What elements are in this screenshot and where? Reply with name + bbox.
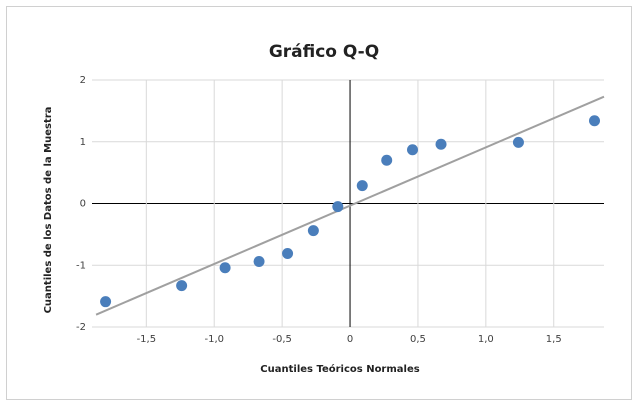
y-tick-label: 2 — [80, 75, 86, 86]
point — [407, 144, 419, 156]
reference-line — [95, 95, 605, 316]
point — [381, 154, 393, 166]
point — [100, 296, 112, 308]
y-tick-label: 0 — [80, 199, 86, 210]
point — [219, 262, 231, 274]
x-tick-label: 1,0 — [478, 334, 494, 345]
point — [356, 180, 368, 192]
x-tick-label: -1,0 — [204, 334, 224, 345]
point — [512, 136, 524, 148]
y-tick-label: 1 — [80, 137, 86, 148]
chart-title: Gráfico Q-Q — [269, 42, 379, 62]
x-tick-label: -1,5 — [137, 334, 157, 345]
point — [435, 138, 447, 150]
x-tick-label: 1,5 — [546, 334, 562, 345]
x-tick-label: -0,5 — [272, 334, 292, 345]
point — [307, 225, 319, 237]
point — [176, 280, 188, 292]
point — [332, 201, 344, 213]
point — [588, 115, 600, 127]
x-tick-label: 0 — [347, 334, 353, 345]
x-tick-label: 0,5 — [410, 334, 426, 345]
point — [253, 256, 265, 268]
y-tick-label: -1 — [76, 260, 86, 271]
point — [282, 248, 294, 260]
y-axis-title: Cuantiles de los Datos de la Muestra — [43, 107, 54, 314]
y-tick-label: -2 — [76, 322, 86, 333]
x-axis-title: Cuantiles Teóricos Normales — [260, 363, 419, 375]
